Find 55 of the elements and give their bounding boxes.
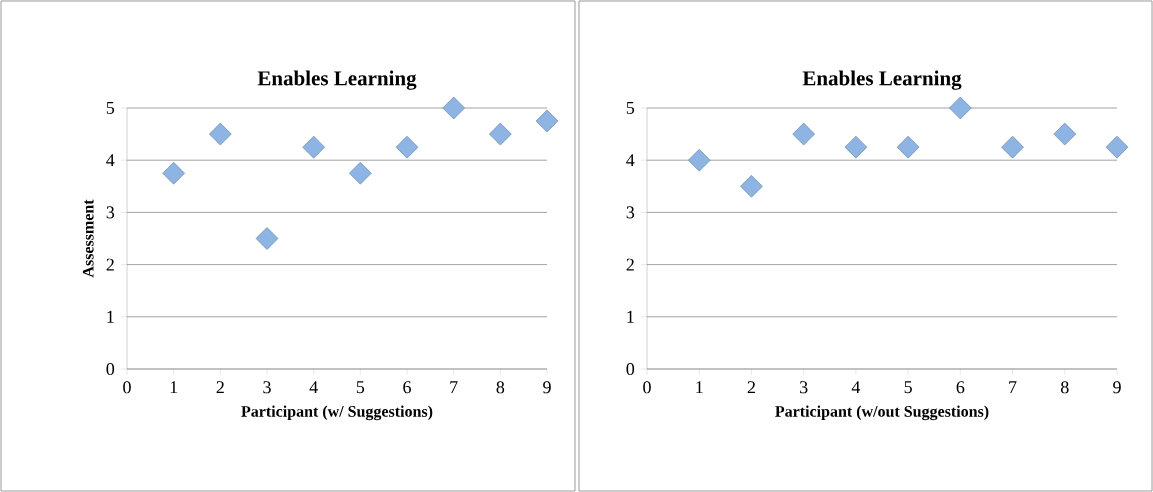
x-tick-label: 4 [851,381,861,394]
y-tick-label: 1 [107,310,114,323]
point [740,175,763,198]
x-tick-label: 7 [1009,381,1017,393]
point [442,96,465,120]
y-tick-label: 4 [626,154,635,167]
x-tick-label: 9 [543,381,551,394]
point [1053,122,1077,146]
y-tick-label: 5 [106,102,115,114]
x-tick-label: 7 [450,381,458,393]
point [255,227,279,250]
x-tick-label: 2 [216,381,224,394]
point [162,161,185,185]
point [395,135,419,159]
x-tick-label: 6 [956,381,965,394]
y-tick-label: 1 [627,310,634,323]
y-tick-label: 2 [626,258,634,271]
x-tick-label: 4 [309,381,318,394]
x-tick-label: 6 [403,381,411,394]
x-tick-label: 9 [1113,381,1121,394]
y-tick-label: 2 [106,258,114,271]
point [535,109,559,133]
x-tick-label: 2 [747,381,755,394]
point [687,148,711,172]
x-tick-label: 5 [904,381,912,394]
point [302,135,325,159]
x-tick-label: 5 [356,381,365,394]
chart-title: Enables Learning [802,70,962,90]
point [489,122,512,146]
y-tick-label: 3 [626,206,635,219]
point [896,135,920,159]
x-tick-label: 8 [1060,381,1069,394]
point [349,161,372,185]
x-tick-label: 0 [643,381,651,394]
point [949,96,972,120]
x-tick-label: 0 [123,381,131,394]
x-axis-title: Participant (w/ Suggestions) [241,405,433,421]
point [844,135,868,159]
x-tick-label: 1 [170,381,178,394]
point [792,122,815,146]
point [1105,135,1129,159]
y-tick-label: 5 [626,102,635,114]
y-tick-label: 4 [106,154,115,167]
y-axis-title: Assessment [82,199,94,278]
x-tick-label: 3 [800,381,808,394]
x-tick-label: 1 [696,381,703,394]
y-tick-label: 0 [626,362,635,376]
y-tick-label: 0 [106,362,115,376]
point [209,122,232,146]
x-axis-title: Participant (w/out Suggestions) [775,405,989,421]
point [1001,135,1024,159]
x-tick-label: 8 [496,381,505,394]
y-tick-label: 3 [106,206,115,219]
chart-title: Enables Learning [257,70,417,90]
x-tick-label: 3 [263,381,271,394]
